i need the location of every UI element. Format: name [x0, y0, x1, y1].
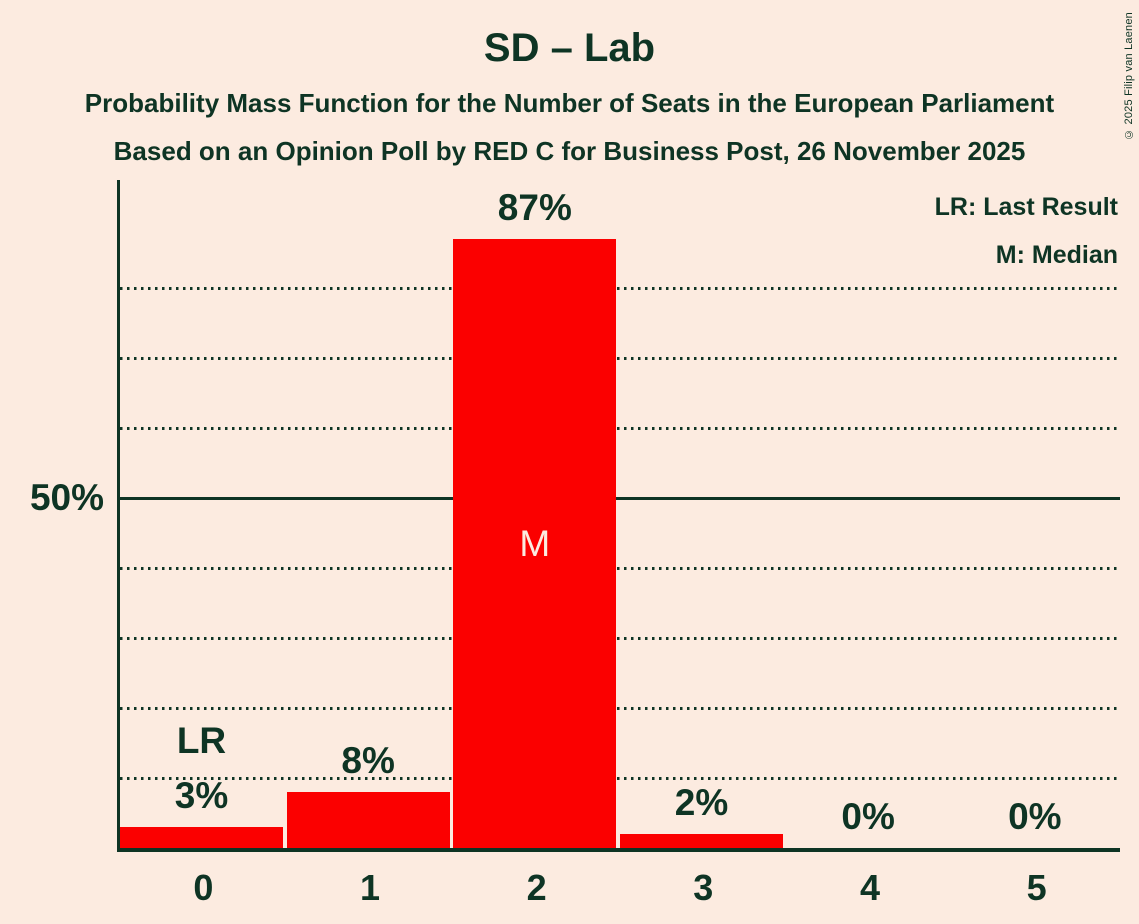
- gridline-70pct: [120, 356, 1120, 360]
- value-label-seat-1: 8%: [341, 740, 395, 781]
- median-marker: M: [519, 522, 551, 564]
- chart-title: SD – Lab: [483, 26, 656, 70]
- y-axis-line: [117, 180, 120, 852]
- gridline-30pct: [120, 636, 1120, 640]
- x-tick-label-2: 2: [526, 867, 547, 908]
- value-label-seat-4: 0%: [841, 796, 895, 837]
- x-tick-label-3: 3: [693, 867, 714, 908]
- gridline-40pct: [120, 566, 1120, 570]
- y-axis-50pct-label: 50%: [29, 477, 104, 518]
- legend: LR: Last Result M: Median: [935, 183, 1118, 279]
- x-axis-tick-labels: 0 1 2 3 4 5: [120, 869, 1120, 909]
- x-tick-label-4: 4: [859, 867, 880, 908]
- bar-seat-3: [620, 834, 783, 848]
- chart-subtitle-poll-source: Based on an Opinion Poll by RED C for Bu…: [113, 136, 1026, 166]
- plot-area: 3% 8% 87% 2% 0% 0% LR M: [117, 180, 1120, 852]
- legend-median: M: Median: [995, 241, 1118, 269]
- last-result-marker: LR: [176, 720, 227, 761]
- bar-seat-1: [286, 792, 450, 848]
- value-label-seat-5: 0%: [1008, 796, 1062, 837]
- x-tick-label-1: 1: [359, 867, 380, 908]
- copyright-watermark: © 2025 Filip van Laenen: [1123, 12, 1135, 140]
- x-axis-line: [117, 848, 1120, 852]
- gridline-10pct: [120, 776, 1120, 780]
- value-label-seat-3: 2%: [674, 782, 729, 823]
- value-label-seat-2: 87%: [497, 187, 572, 228]
- legend-last-result: LR: Last Result: [934, 193, 1118, 221]
- value-label-seat-0: 3%: [174, 775, 229, 816]
- chart-subtitle-pmf: Probability Mass Function for the Number…: [84, 88, 1055, 118]
- x-tick-label-0: 0: [193, 867, 214, 908]
- gridline-60pct: [120, 426, 1120, 430]
- gridline-20pct: [120, 706, 1120, 710]
- x-tick-label-5: 5: [1026, 867, 1047, 908]
- bar-seat-2: [453, 239, 617, 848]
- gridline-80pct: [120, 286, 1120, 290]
- bar-seat-0: [120, 827, 283, 848]
- gridline-50pct-solid: [120, 496, 1120, 500]
